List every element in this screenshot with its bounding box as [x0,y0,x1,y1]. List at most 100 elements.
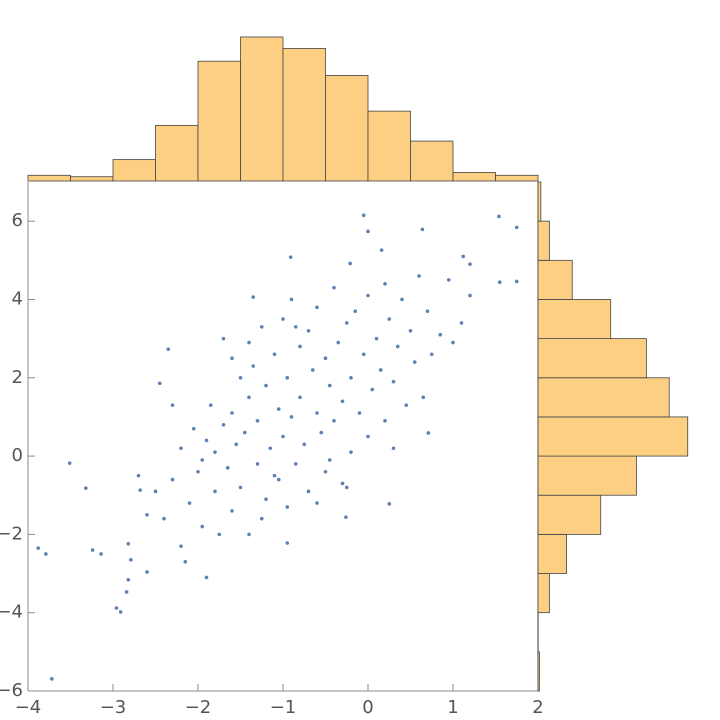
point [332,285,336,290]
point [302,442,307,447]
point [183,559,188,564]
point [497,280,502,285]
point [221,336,226,341]
point [153,489,158,494]
histogram-bar [537,259,573,300]
point [247,532,251,537]
point [349,375,353,380]
point [353,309,358,314]
point [289,415,294,419]
point [196,469,200,474]
point [285,375,290,380]
point [136,473,141,478]
point [438,332,443,337]
y-tick-label: −2 [0,523,23,544]
histogram-bar [537,494,602,535]
point [251,295,256,299]
histogram-bar [112,159,156,182]
histogram-bar [325,75,369,182]
point [247,395,251,400]
point [145,513,149,517]
point [67,461,72,465]
histogram-bar [367,110,411,182]
y-tick-label: 0 [12,445,23,466]
point [468,262,472,267]
point [145,570,149,574]
point [36,546,40,550]
point [225,466,230,470]
point [349,450,353,454]
point [340,399,345,404]
point [412,360,417,364]
point [306,489,311,494]
x-tick-label: −1 [270,697,297,718]
y-tick-label: −6 [0,680,23,701]
point [446,278,451,282]
x-tick-label: −4 [15,697,42,718]
point [247,340,251,345]
y-tick-label: 6 [12,210,23,231]
point [255,462,260,466]
point [251,364,256,368]
point [315,305,319,310]
point [213,450,217,454]
y-tick-label: −4 [0,602,23,623]
point [298,344,302,349]
point [315,501,319,505]
point [451,340,455,345]
point [344,485,349,490]
point [230,356,234,360]
point [315,411,319,415]
point [50,677,54,681]
point [497,214,501,219]
point [272,352,277,357]
histogram-bar [537,377,670,418]
point [379,248,384,252]
histogram-bar [495,174,539,182]
point [387,502,392,506]
point [344,515,348,519]
point [310,368,315,372]
point [421,395,426,400]
point [230,411,234,415]
point [170,477,175,482]
point [276,407,281,411]
point [391,446,396,451]
y-tick-label: 4 [12,288,23,309]
point [242,430,247,435]
point [276,477,281,482]
point [408,328,413,333]
point [255,419,260,423]
point [344,321,349,325]
point [200,524,205,529]
point [129,558,133,562]
point [387,317,392,321]
point [272,473,277,478]
point [461,254,466,259]
point [281,317,285,321]
point [298,395,302,400]
point [285,541,290,545]
histogram-bar [452,172,496,182]
histogram-bar [537,416,689,457]
histogram-bar [537,299,612,340]
point [366,434,370,439]
point [323,356,328,360]
point [468,293,472,298]
histogram-bar [410,140,454,182]
point [166,347,171,351]
point [118,610,123,614]
point [99,552,103,556]
x-tick-label: 0 [362,697,373,718]
point [370,387,375,392]
point [327,458,332,462]
point [426,431,431,435]
point [259,516,264,521]
point [459,321,464,325]
point [417,274,421,278]
point [293,325,298,329]
point [187,501,192,505]
histogram-bar [27,174,71,182]
histogram-bar [537,533,567,574]
